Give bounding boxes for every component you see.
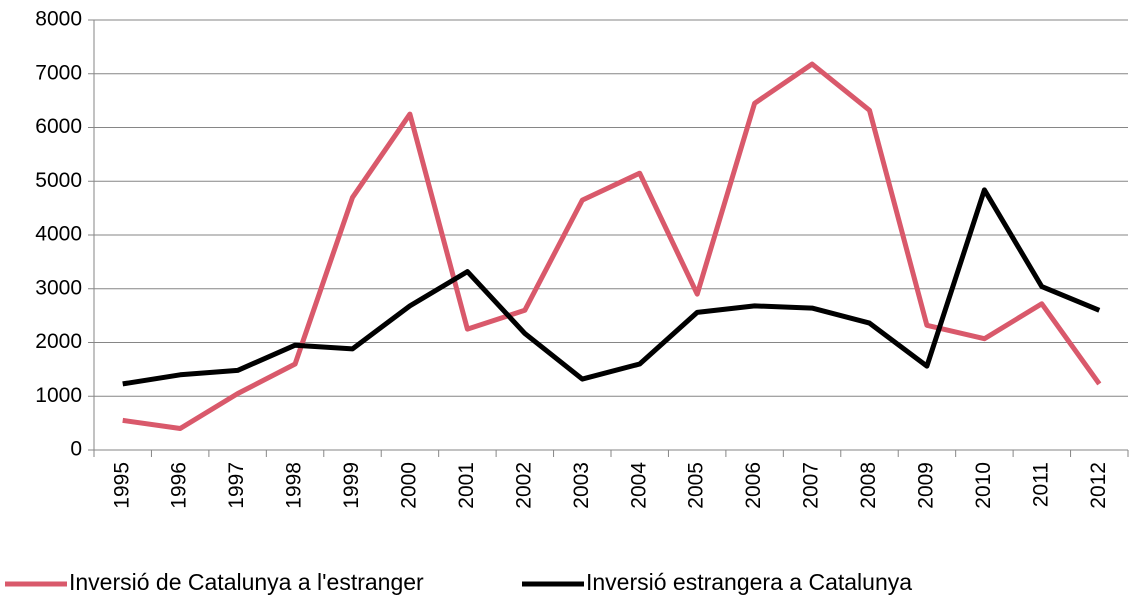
- legend-label: Inversió estrangera a Catalunya: [586, 569, 912, 595]
- series-line: [122, 61, 1102, 431]
- y-tick-label: 0: [70, 438, 82, 461]
- x-tick-label: 2007: [800, 462, 823, 509]
- x-tick-label: 2006: [742, 462, 765, 509]
- series-line: [122, 187, 1101, 387]
- x-tick-label: 1996: [168, 462, 191, 509]
- x-tick-label: 2012: [1087, 462, 1110, 509]
- x-tick-label: 1997: [225, 462, 248, 509]
- legend-label: Inversió de Catalunya a l'estranger: [69, 569, 424, 595]
- y-tick-label: 5000: [35, 169, 82, 192]
- x-tick-label: 2005: [685, 462, 708, 509]
- x-tick-label: 2002: [512, 462, 535, 509]
- x-tick-label: 2009: [914, 462, 937, 509]
- x-tick-label: 2004: [627, 462, 650, 509]
- x-tick-label: 2003: [570, 462, 593, 509]
- x-tick-label: 1995: [110, 462, 133, 509]
- x-tick-label: 2000: [397, 462, 420, 509]
- x-tick-label: 2010: [972, 462, 995, 509]
- y-tick-label: 8000: [35, 8, 82, 31]
- y-tick-label: 1000: [35, 384, 82, 407]
- y-tick-label: 3000: [35, 276, 82, 299]
- x-tick-label: 1998: [283, 462, 306, 509]
- y-tick-label: 7000: [35, 61, 82, 84]
- x-tick-label: 2011: [1029, 462, 1052, 507]
- x-tick-label: 2001: [455, 462, 478, 509]
- y-tick-label: 4000: [35, 223, 82, 246]
- y-tick-label: 2000: [35, 330, 82, 353]
- x-tick-label: 1999: [340, 462, 363, 509]
- y-tick-label: 6000: [35, 115, 82, 138]
- x-tick-label: 2008: [857, 462, 880, 509]
